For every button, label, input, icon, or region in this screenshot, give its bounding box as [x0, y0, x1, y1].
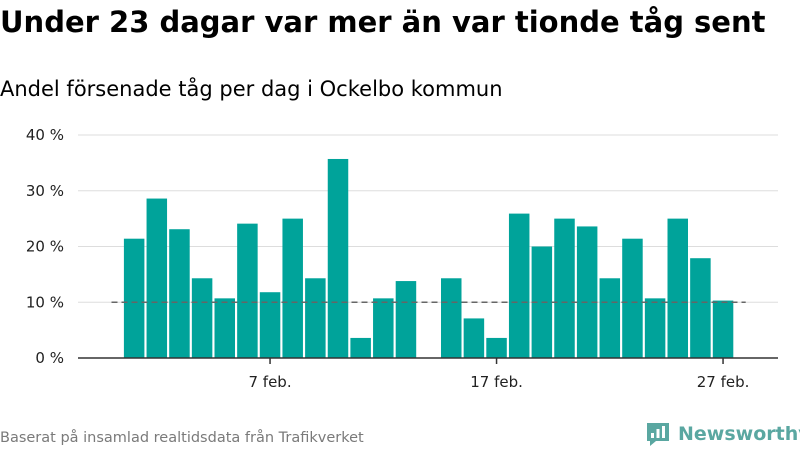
bar — [214, 298, 235, 358]
bar — [508, 213, 530, 358]
bar — [395, 281, 417, 358]
brand-name: Newsworthy — [678, 423, 800, 445]
bar — [667, 218, 688, 358]
bar — [146, 198, 168, 358]
axes — [78, 357, 778, 364]
bars — [123, 158, 734, 358]
bar — [622, 238, 643, 358]
y-tick-label: 20 % — [26, 238, 64, 256]
chart-title: Under 23 dagar var mer än var tionde tåg… — [0, 5, 766, 39]
y-tick-label: 40 % — [26, 126, 64, 144]
x-tick-label: 27 feb. — [697, 373, 750, 391]
bar — [576, 226, 598, 358]
newsworthy-logo-icon — [647, 423, 669, 446]
brand-logo: Newsworthy — [644, 420, 800, 448]
bar — [599, 278, 621, 358]
bar — [123, 238, 145, 358]
source-note: Baserat på insamlad realtidsdata från Tr… — [0, 430, 364, 446]
y-tick-label: 10 % — [26, 293, 64, 311]
y-tick-label: 0 % — [35, 349, 64, 367]
bar — [554, 218, 575, 358]
bar — [373, 298, 394, 358]
bar — [441, 278, 462, 358]
bar — [259, 292, 281, 358]
bar — [305, 278, 326, 358]
bar — [644, 298, 666, 358]
bar — [463, 318, 485, 358]
bar — [191, 278, 213, 358]
bar — [282, 218, 303, 358]
bar — [712, 300, 734, 358]
bar — [486, 337, 507, 358]
bar — [169, 229, 190, 358]
bar — [327, 158, 349, 358]
y-tick-label: 30 % — [26, 182, 64, 200]
chart-subtitle: Andel försenade tåg per dag i Ockelbo ko… — [0, 77, 503, 101]
bar — [350, 337, 371, 358]
tick-labels: 0 % 10 % 20 % 30 % 40 % 7 feb. 17 feb. 27 feb. — [26, 126, 749, 391]
bar — [237, 223, 258, 358]
bar — [690, 258, 711, 358]
x-tick-label: 7 feb. — [248, 373, 291, 391]
x-tick-label: 17 feb. — [470, 373, 523, 391]
